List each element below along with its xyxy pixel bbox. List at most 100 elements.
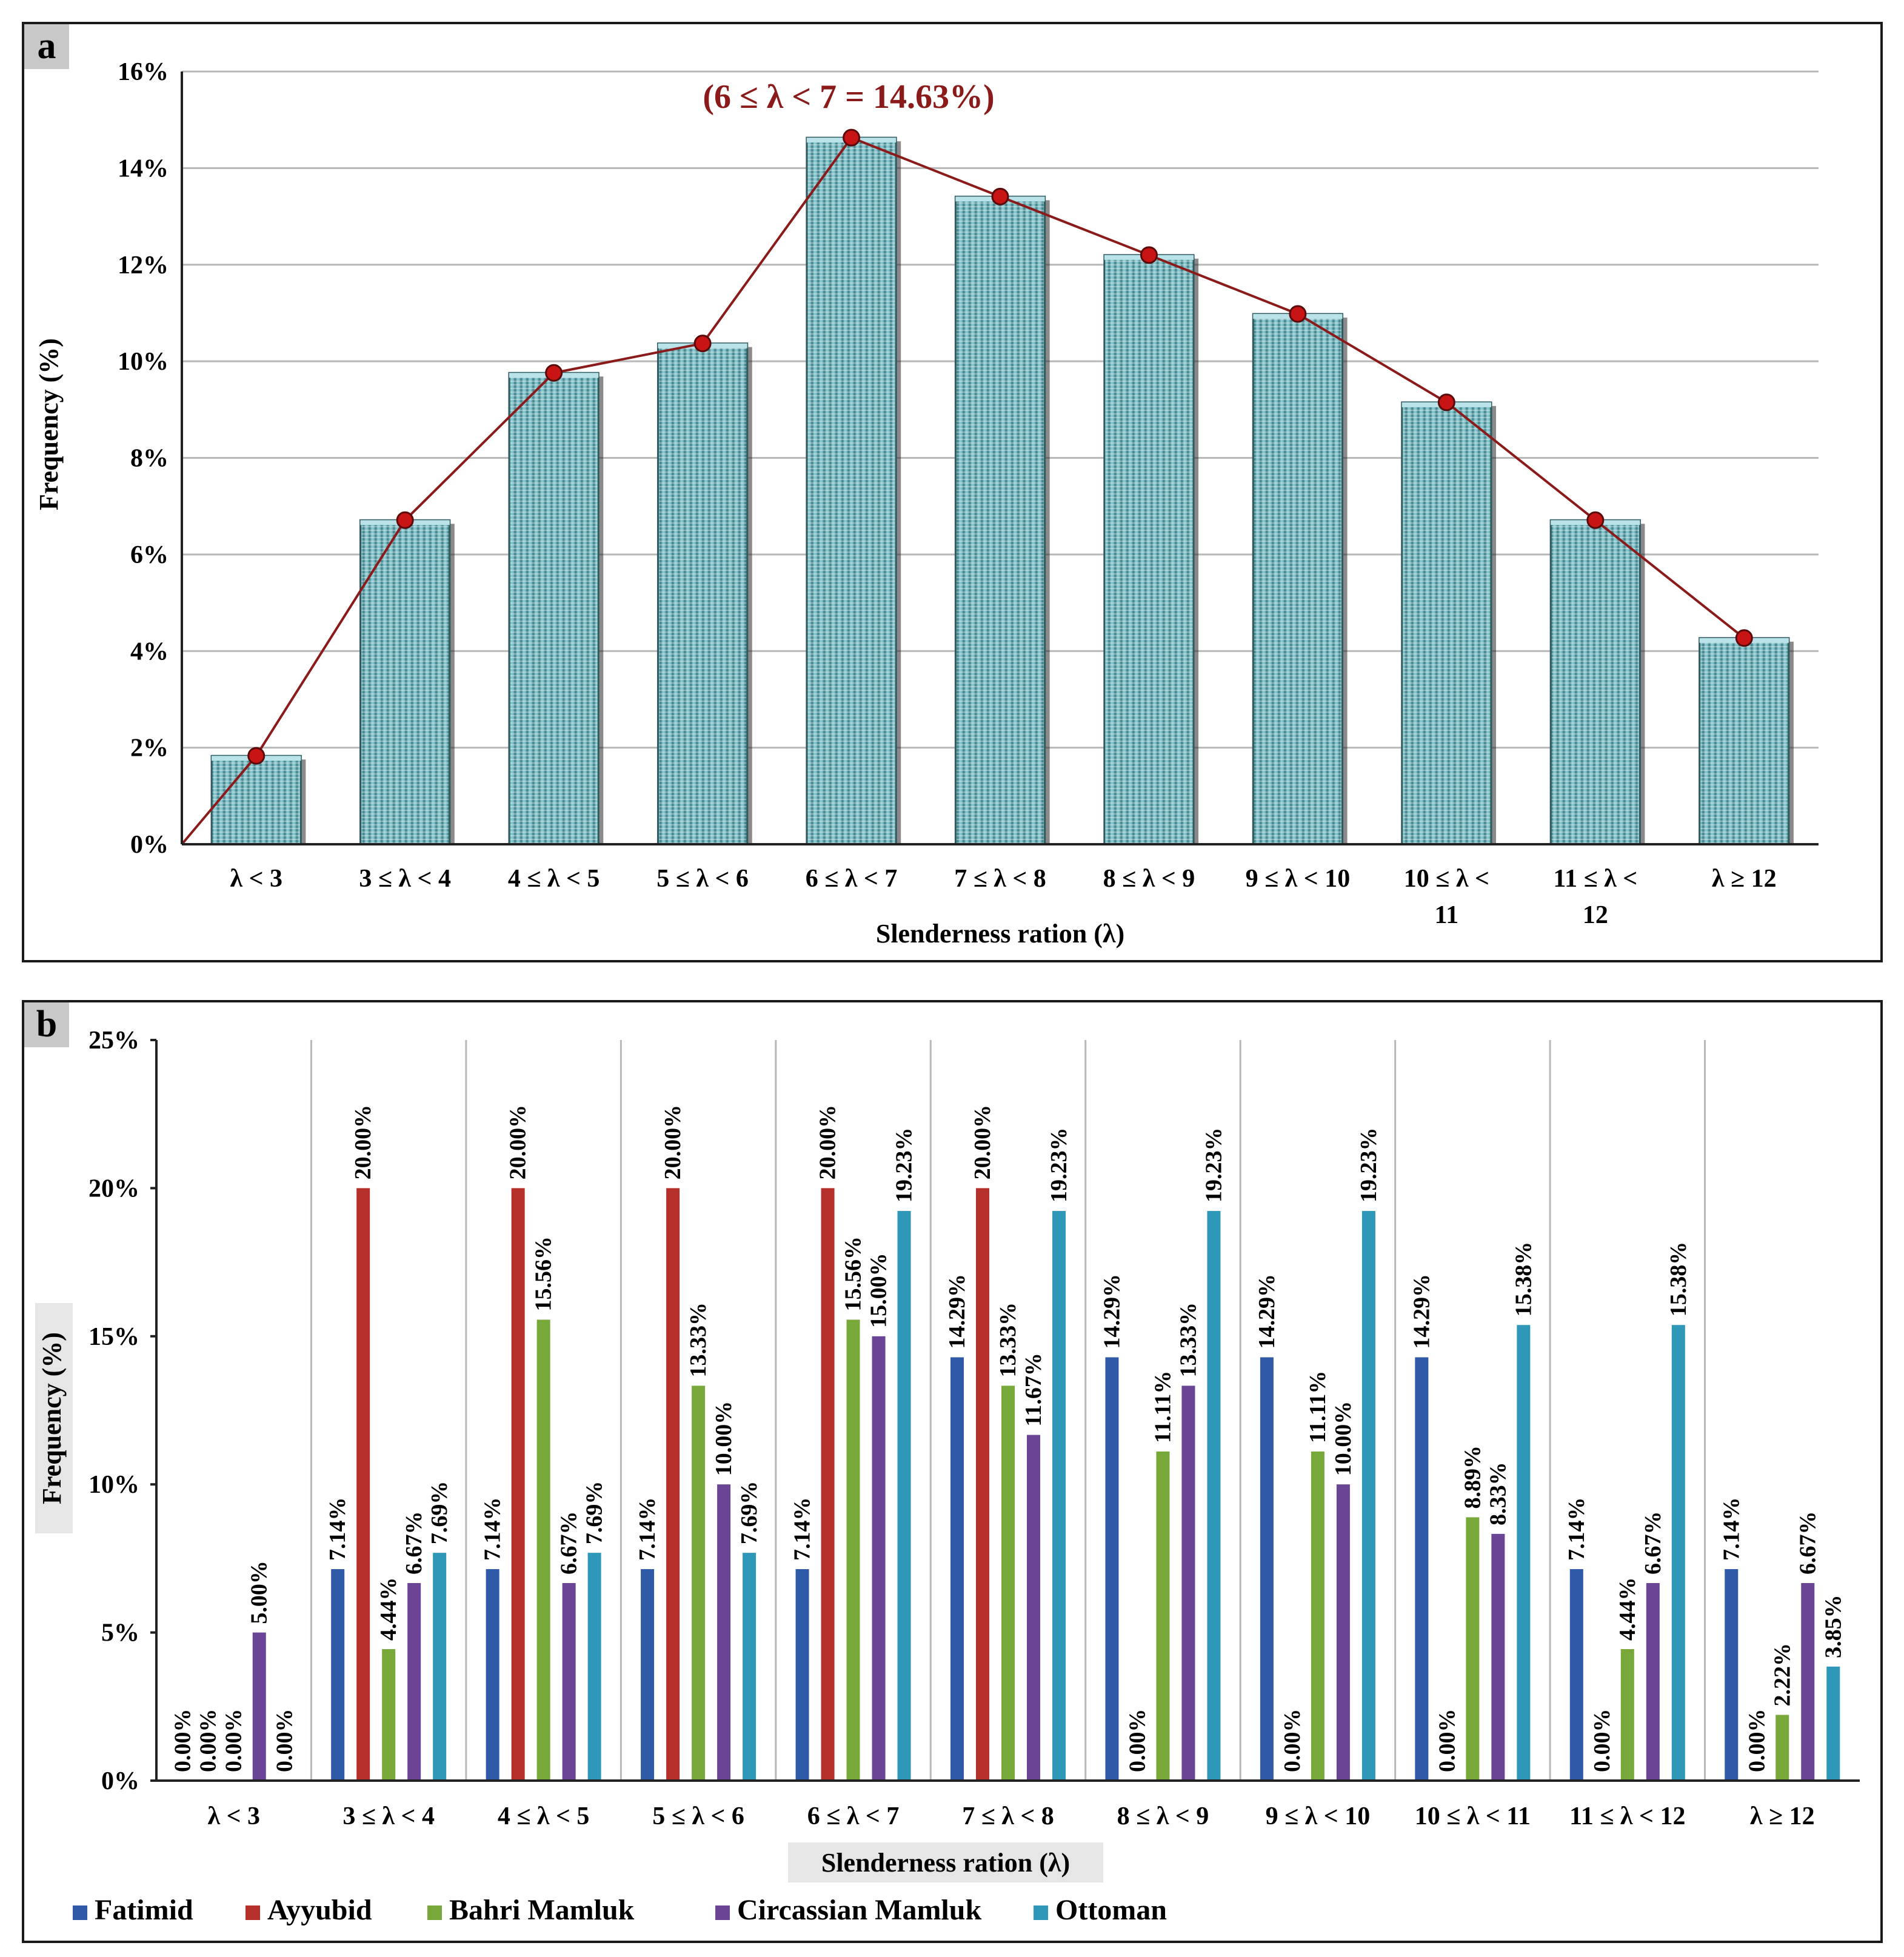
data-label: 0.00%: [272, 1709, 298, 1773]
bar-circassian-mamluk: [872, 1336, 886, 1781]
bar-circassian-mamluk: [717, 1484, 731, 1781]
data-label: 13.33%: [1175, 1302, 1201, 1378]
panel-b-x-axis-title: Slenderness ration (λ): [821, 1848, 1070, 1878]
data-label: 14.29%: [1254, 1274, 1280, 1349]
panel-a-label: a: [38, 25, 56, 67]
y-tick-label: 2%: [130, 735, 169, 762]
x-tick-label: 11 ≤ λ < 12: [1569, 1802, 1685, 1830]
x-tick-label: 7 ≤ λ < 8: [962, 1802, 1054, 1830]
data-label: 0.00%: [1589, 1709, 1615, 1773]
bar-circassian-mamluk: [1801, 1582, 1815, 1781]
y-tick-label: 10%: [89, 1471, 139, 1499]
data-label: 19.23%: [1201, 1128, 1226, 1203]
bar-bahri-mamluk: [1001, 1385, 1015, 1781]
data-label: 14.29%: [1409, 1274, 1434, 1349]
x-tick-label: 3 ≤ λ < 4: [359, 865, 451, 893]
bar-ottoman: [1671, 1325, 1685, 1781]
y-tick-label: 16%: [118, 58, 169, 86]
data-label: 20.00%: [970, 1105, 995, 1180]
x-tick-label: 5 ≤ λ < 6: [656, 865, 749, 893]
y-tick-label: 10%: [118, 348, 169, 376]
data-label: 20.00%: [350, 1105, 376, 1180]
data-label: 6.67%: [1640, 1511, 1666, 1575]
y-tick-label: 4%: [130, 638, 169, 665]
data-label: 8.89%: [1460, 1445, 1485, 1509]
bar-circassian-mamluk: [407, 1582, 421, 1781]
bar-circassian-mamluk: [1336, 1484, 1350, 1781]
bar-circassian-mamluk: [562, 1582, 576, 1781]
bar: [806, 136, 897, 845]
bar-ayyubid: [356, 1188, 370, 1781]
data-label: 20.00%: [660, 1105, 686, 1180]
panel-b-label-box: [24, 1002, 69, 1047]
y-tick-label: 15%: [89, 1323, 139, 1351]
data-label: 7.14%: [1564, 1497, 1589, 1561]
data-label: 0.00%: [1124, 1709, 1150, 1773]
data-label: 15.38%: [1511, 1242, 1536, 1317]
legend-label: Bahri Mamluk: [449, 1894, 635, 1926]
bar-ayyubid: [666, 1188, 680, 1781]
trend-point: [1140, 246, 1158, 264]
data-label: 7.14%: [635, 1497, 660, 1561]
bar: [1699, 637, 1790, 845]
bar: [954, 195, 1046, 845]
bar-fatimid: [1569, 1569, 1583, 1781]
data-label: 15.00%: [866, 1253, 892, 1328]
panel-b-y-ticks: 0% 5% 10% 15% 20% 25%: [89, 1027, 156, 1795]
y-tick-label: 14%: [118, 155, 169, 182]
data-label: 2.22%: [1769, 1643, 1795, 1707]
data-label: 19.23%: [1356, 1128, 1381, 1203]
bar-bahri-mamluk: [1620, 1649, 1634, 1781]
legend-swatch: [73, 1905, 87, 1920]
y-tick-label: 0%: [130, 831, 169, 859]
panel-a-x-axis-title: Slenderness ration (λ): [876, 919, 1124, 948]
x-tick-label: 9 ≤ λ < 10: [1246, 865, 1351, 893]
panel-a-annotation: (6 ≤ λ < 7 = 14.63%): [703, 78, 994, 116]
legend-swatch: [1034, 1905, 1048, 1920]
legend-label: Circassian Mamluk: [737, 1894, 981, 1926]
panel-b-data-labels: 0.00% 0.00% 0.00%5.00%0.00%7.14%20.00%4.44…: [170, 1105, 1846, 1772]
data-label: 20.00%: [815, 1105, 841, 1180]
legend-swatch: [715, 1905, 730, 1920]
legend-item: Fatimid: [73, 1894, 193, 1926]
legend-label: Fatimid: [95, 1894, 193, 1926]
x-tick-label: 10 ≤ λ < 11: [1415, 1802, 1531, 1830]
data-label: 20.00%: [506, 1105, 531, 1180]
bar-circassian-mamluk: [252, 1632, 266, 1781]
data-label: 7.14%: [790, 1497, 815, 1561]
data-label: 7.69%: [737, 1481, 762, 1545]
x-tick-label: 4 ≤ λ < 5: [508, 865, 600, 893]
x-tick-label: 8 ≤ λ < 9: [1103, 865, 1195, 893]
panel-b-y-axis-title: Frequency (%): [37, 1332, 67, 1504]
data-label: 7.69%: [582, 1481, 607, 1545]
bar-ottoman: [1361, 1211, 1375, 1781]
legend-item: Bahri Mamluk: [427, 1894, 635, 1926]
bar: [1252, 313, 1344, 845]
trend-point: [991, 187, 1009, 205]
data-label: 5.00%: [247, 1561, 272, 1624]
panel-a: a 0% 2% 4% 6% 8% 10% 12% 14% 16% λ < 3 3 ≤ λ < 4 4…: [22, 22, 1883, 962]
data-label: 11.67%: [1021, 1353, 1046, 1426]
bar-fatimid: [1105, 1357, 1119, 1781]
data-label: 0.00%: [221, 1709, 247, 1773]
trend-point: [1289, 305, 1307, 323]
trend-point: [843, 128, 861, 147]
legend-swatch: [427, 1905, 442, 1920]
y-tick-label: 12%: [118, 252, 169, 279]
bar-ottoman: [743, 1553, 757, 1781]
data-label: 6.67%: [1795, 1511, 1820, 1575]
bar-ottoman: [1826, 1666, 1840, 1781]
data-label: 15.56%: [841, 1236, 866, 1312]
data-label: 13.33%: [995, 1302, 1021, 1378]
bar-bahri-mamluk: [1156, 1451, 1170, 1781]
bar: [1103, 254, 1195, 845]
bar-bahri-mamluk: [1311, 1451, 1324, 1781]
y-tick-label: 25%: [89, 1027, 139, 1055]
data-label: 0.00%: [1434, 1709, 1460, 1773]
bar-ottoman: [587, 1553, 601, 1781]
panel-a-label-box: [24, 24, 69, 69]
panel-b-y-axis-title-bg: [35, 1303, 73, 1533]
data-label: 11.11%: [1150, 1371, 1175, 1443]
panel-b-x-ticks: λ < 3 3 ≤ λ < 4 4 ≤ λ < 5 5 ≤ λ < 6 6 ≤ λ < …: [207, 1802, 1814, 1830]
x-tick-label: 6 ≤ λ < 7: [807, 1802, 900, 1830]
